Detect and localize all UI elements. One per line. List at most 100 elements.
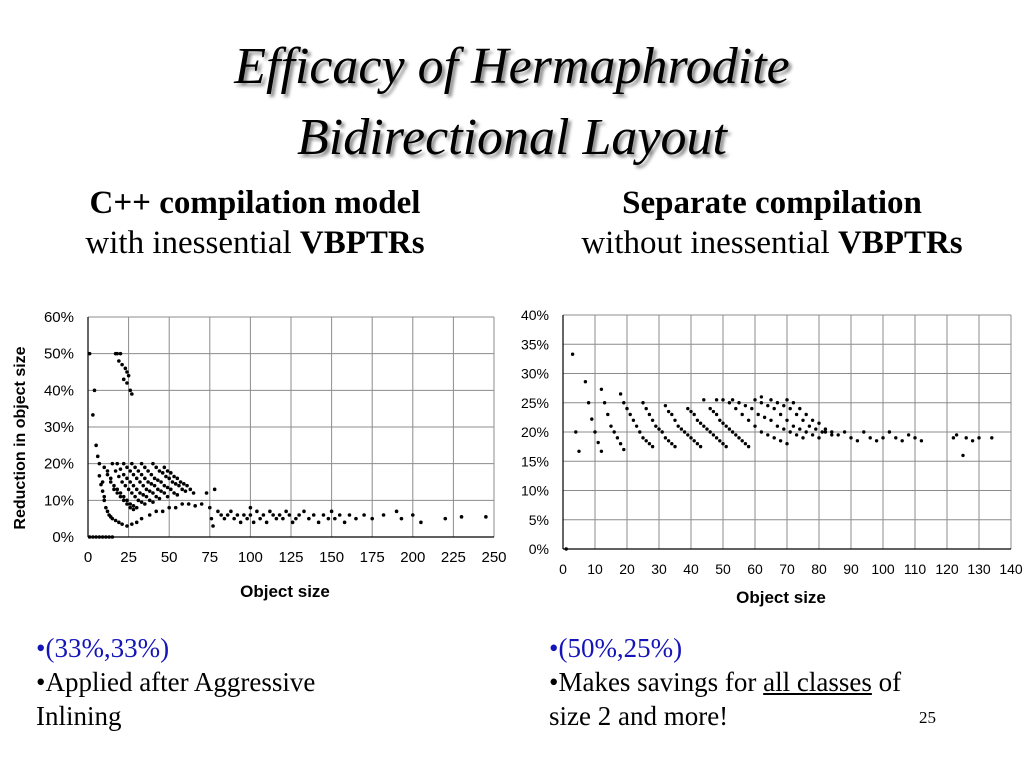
- x-tick-label: 60: [747, 561, 763, 577]
- data-point: [164, 474, 168, 479]
- data-point: [913, 436, 917, 440]
- x-tick-label: 90: [843, 561, 859, 577]
- data-point: [115, 461, 120, 466]
- data-point: [121, 472, 126, 477]
- data-point: [990, 436, 994, 440]
- data-point: [307, 516, 311, 521]
- data-point: [134, 505, 139, 510]
- data-point: [772, 406, 776, 411]
- data-point: [801, 436, 805, 440]
- data-point: [772, 436, 776, 440]
- data-point: [245, 516, 249, 521]
- right-bullet-2-pre: •Makes savings for: [549, 667, 764, 697]
- data-point: [157, 469, 162, 473]
- data-point: [730, 430, 735, 434]
- data-point: [156, 478, 160, 482]
- y-tick-label: 15%: [521, 453, 549, 469]
- data-point: [138, 491, 142, 495]
- y-tick-label: 0%: [52, 529, 74, 546]
- data-point: [964, 436, 968, 440]
- data-point: [144, 487, 149, 492]
- data-point: [311, 513, 316, 517]
- x-tick-label: 20: [619, 561, 635, 577]
- data-point: [663, 436, 668, 440]
- y-tick-label: 0%: [529, 541, 549, 557]
- y-tick-label: 30%: [44, 419, 74, 436]
- data-point: [609, 424, 613, 428]
- data-point: [294, 516, 298, 521]
- data-point: [734, 406, 738, 411]
- data-point: [94, 443, 98, 448]
- data-point: [183, 489, 188, 493]
- data-point: [977, 436, 981, 440]
- data-point: [612, 430, 616, 434]
- data-point: [99, 482, 103, 487]
- data-point: [186, 502, 191, 506]
- data-point: [711, 409, 716, 414]
- data-point: [121, 494, 126, 499]
- y-tick-label: 30%: [521, 366, 549, 382]
- y-tick-label: 20%: [44, 456, 74, 473]
- data-point: [746, 444, 751, 449]
- data-point: [650, 418, 655, 422]
- data-point: [721, 398, 725, 402]
- data-point: [730, 398, 735, 402]
- x-tick-label: 175: [360, 549, 385, 566]
- data-point: [191, 491, 196, 495]
- data-point: [128, 388, 133, 393]
- data-point: [175, 493, 180, 497]
- data-point: [105, 509, 110, 514]
- data-point: [599, 387, 604, 391]
- data-point: [785, 398, 789, 402]
- data-point: [673, 444, 677, 449]
- data-point: [599, 449, 604, 454]
- data-point: [159, 480, 163, 484]
- data-point: [794, 412, 799, 417]
- data-point: [342, 520, 347, 525]
- data-point: [411, 513, 415, 517]
- data-point: [175, 476, 180, 481]
- data-point: [125, 524, 129, 528]
- data-point: [162, 491, 167, 495]
- data-point: [381, 513, 386, 517]
- x-axis-label: Object size: [240, 582, 330, 601]
- data-point: [583, 379, 588, 384]
- data-point: [724, 424, 728, 428]
- data-point: [120, 362, 124, 367]
- y-axis-label: Reduction in object size: [12, 346, 29, 529]
- data-point: [804, 412, 808, 417]
- slide-title-line2: Bidirectional Layout: [297, 109, 727, 166]
- data-point: [131, 483, 136, 488]
- y-tick-label: 35%: [521, 336, 549, 352]
- x-tick-label: 200: [400, 549, 425, 566]
- data-point: [95, 454, 100, 459]
- x-tick-label: 50: [161, 549, 178, 566]
- left-bullets: •(33%,33%) •Applied after Aggressive Inl…: [36, 631, 476, 733]
- data-point: [222, 516, 227, 521]
- data-point: [954, 433, 959, 437]
- data-point: [881, 436, 885, 440]
- data-point: [622, 401, 626, 405]
- data-point: [229, 509, 233, 514]
- data-point: [647, 412, 652, 417]
- data-point: [663, 403, 668, 408]
- data-point: [778, 412, 783, 417]
- data-point: [144, 494, 149, 499]
- data-point: [743, 442, 748, 446]
- left-heading: C++ compilation model with inessential V…: [20, 183, 490, 263]
- x-tick-label: 25: [120, 549, 137, 566]
- x-tick-label: 40: [683, 561, 699, 577]
- data-point: [139, 461, 144, 466]
- data-point: [131, 472, 136, 477]
- data-point: [199, 502, 204, 506]
- data-point: [724, 444, 728, 449]
- data-point: [762, 415, 767, 420]
- y-tick-label: 60%: [44, 309, 74, 326]
- data-point: [823, 427, 828, 431]
- x-tick-label: 50: [715, 561, 731, 577]
- data-point: [188, 487, 193, 492]
- data-point: [842, 430, 847, 434]
- right-bullet-2-line2: size 2 and more!: [549, 701, 729, 731]
- data-point: [134, 487, 139, 492]
- data-point: [810, 433, 815, 437]
